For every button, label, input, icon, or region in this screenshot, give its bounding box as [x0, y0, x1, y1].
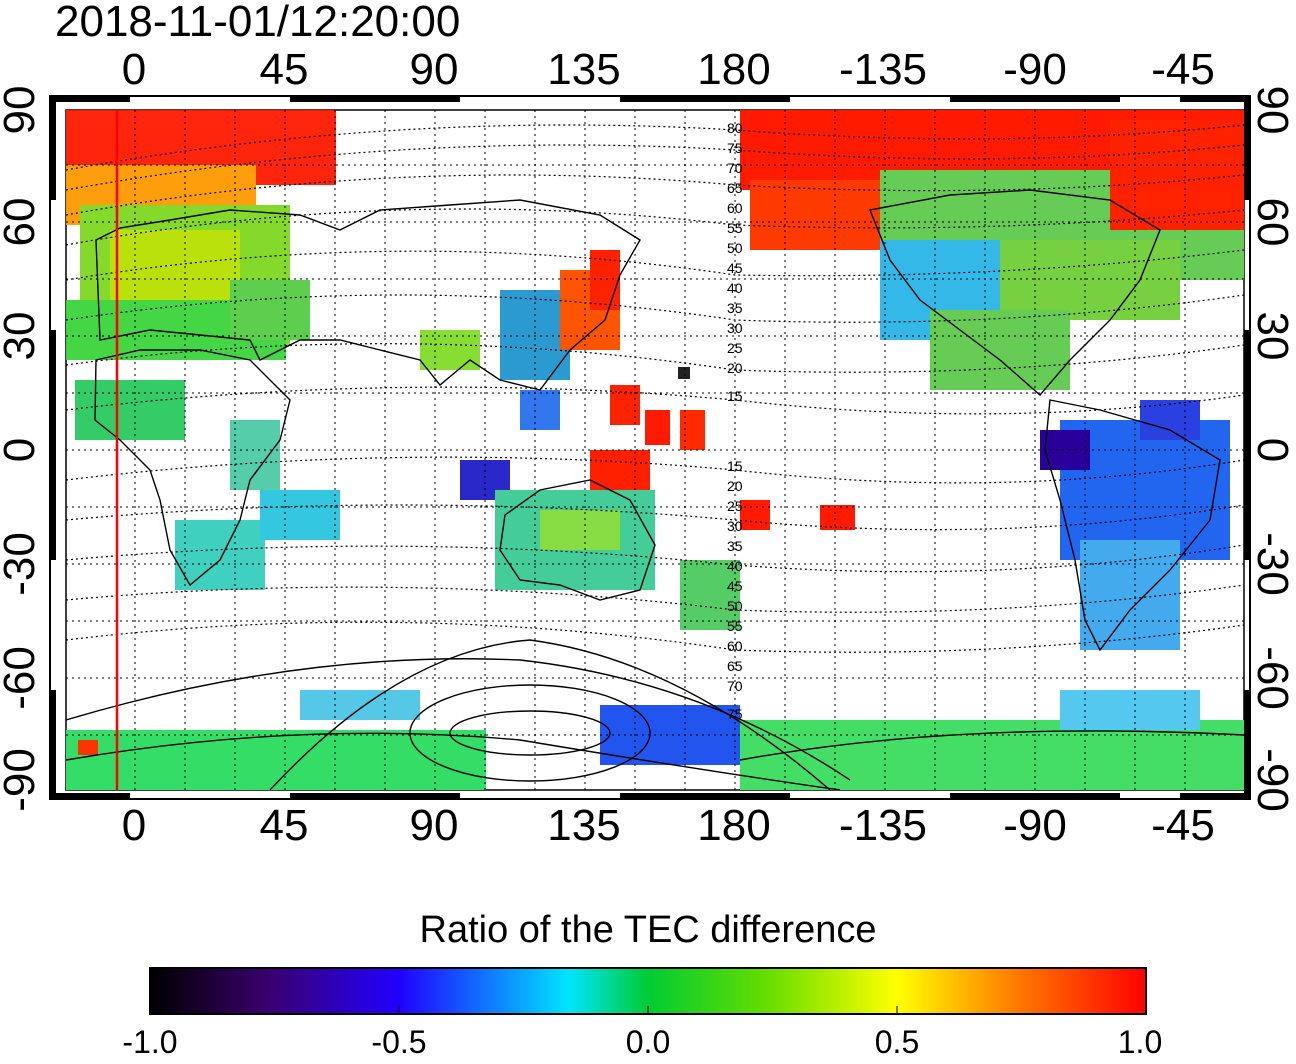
mlat-label: 20	[727, 478, 743, 494]
top-lon-label: 135	[547, 45, 621, 94]
mlat-label: 15	[727, 388, 743, 404]
bottom-lon-label: 90	[409, 801, 459, 850]
colorbar-tick-label: 1.0	[1117, 1024, 1163, 1060]
colorbar-tick-label: -0.5	[371, 1024, 427, 1060]
mlat-label: 50	[727, 598, 743, 614]
mlat-label: 75	[727, 140, 743, 156]
left-lat-label: -60	[0, 646, 44, 710]
top-lon-label: -90	[1003, 45, 1067, 94]
mlat-label: 40	[727, 280, 743, 296]
mlat-label: 35	[727, 538, 743, 554]
top-lon-label: -135	[838, 45, 928, 94]
graticule	[66, 110, 1244, 790]
bottom-lon-label: 0	[121, 801, 147, 850]
bottom-lon-label: -135	[838, 801, 928, 850]
left-lat-label: 30	[0, 311, 44, 361]
left-lat-label: -90	[0, 748, 44, 812]
mlat-label: 45	[727, 260, 743, 276]
tec-data-pacific	[610, 367, 855, 530]
mlat-label: 60	[727, 200, 743, 216]
colorbar-ticks	[149, 1006, 1147, 1014]
right-lat-label: -60	[1248, 646, 1296, 710]
mlat-label: 55	[727, 618, 743, 634]
mlat-label: 70	[727, 678, 743, 694]
mlat-label: 50	[727, 240, 743, 256]
right-lat-label: -90	[1248, 748, 1296, 812]
top-lon-label: 0	[121, 45, 147, 94]
magnetic-pole-contours	[66, 639, 851, 790]
top-lon-label: 180	[697, 45, 771, 94]
mlat-label: 15	[727, 458, 743, 474]
mlat-labels-south: 15 20 25 30 35 40 45 50 55 60 65 70 75	[727, 456, 743, 724]
mlat-label: 40	[727, 558, 743, 574]
mlat-label: 35	[727, 300, 743, 316]
top-lon-label: 45	[259, 45, 309, 94]
bottom-lon-label: -90	[1003, 801, 1067, 850]
tec-data-south-america	[1040, 400, 1230, 650]
mlat-label: 30	[727, 320, 743, 336]
top-lon-label: 90	[409, 45, 459, 94]
mlat-labels-north: 80 75 70 65 60 55 50 45 40 35 30 25 20 1…	[727, 118, 743, 406]
left-lat-label: 0	[0, 438, 44, 462]
left-lat-label: 60	[0, 197, 44, 247]
right-lat-label: 0	[1248, 437, 1296, 463]
mlat-label: 60	[727, 638, 743, 654]
mlat-label: 25	[727, 498, 743, 514]
left-lat-label: -30	[0, 532, 44, 596]
mlat-label: 55	[727, 220, 743, 236]
colorbar-tick-label: -1.0	[122, 1024, 178, 1060]
timestamp: 2018-11-01/12:20:00	[55, 0, 461, 46]
magnetic-latitude-contours	[66, 124, 1244, 653]
tec-data-australia	[495, 490, 740, 765]
mlat-label: 45	[727, 578, 743, 594]
mlat-label: 20	[727, 360, 743, 376]
mlat-label: 70	[727, 160, 743, 176]
colorbar-tick-label: 0.5	[874, 1024, 920, 1060]
right-lat-label: -30	[1248, 532, 1296, 596]
mlat-label: 65	[727, 658, 743, 674]
right-lat-label: 30	[1248, 311, 1296, 361]
mlat-label: 65	[727, 180, 743, 196]
bottom-lon-label: 135	[547, 801, 621, 850]
bottom-lon-label: -45	[1151, 801, 1215, 850]
tec-data-africa	[75, 380, 340, 590]
right-lat-label: 60	[1248, 197, 1296, 247]
mlat-label: 25	[727, 340, 743, 356]
right-lat-label: 90	[1248, 85, 1296, 135]
mlat-label: 30	[727, 518, 743, 534]
bottom-lon-label: 45	[259, 801, 309, 850]
frame-thick-segments	[50, 96, 1250, 799]
bottom-lon-label: 180	[697, 801, 771, 850]
top-lon-label: -45	[1151, 45, 1215, 94]
mlat-label: 80	[727, 120, 743, 136]
left-lat-label: 90	[0, 85, 44, 135]
mlat-label: 75	[727, 706, 743, 722]
colorbar-tick-label: 0.0	[625, 1024, 671, 1060]
colorbar-title: Ratio of the TEC difference	[419, 909, 877, 951]
